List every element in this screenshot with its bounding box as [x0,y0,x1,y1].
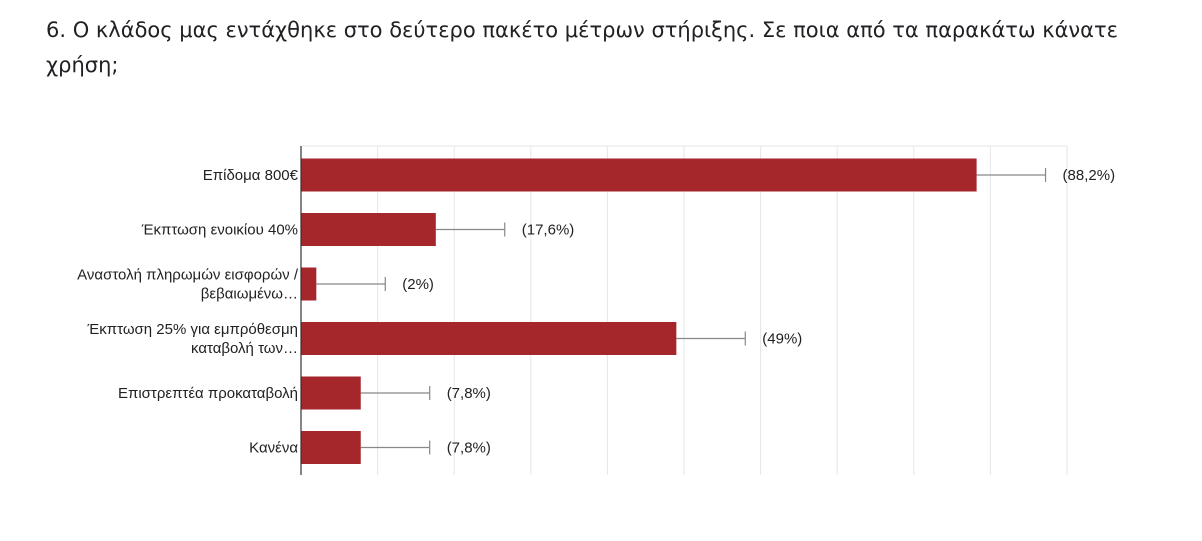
category-label: Κανένα [249,440,298,457]
value-label: (7,8%) [447,385,491,402]
category-label: Έκπτωση 25% για εμπρόθεσμη καταβολή των… [87,321,299,357]
category-label: Έκπτωση ενοικίου 40% [141,222,298,239]
category-label-line: Επίδομα 800€ [203,167,299,184]
chart-value-labels: (88,2%) (17,6%) (2%) (49%) (7,8%) (7,8%) [402,167,1115,457]
chart-error-bars [316,168,1047,455]
bar [301,267,317,301]
bar [301,213,436,246]
chart-bars [301,158,977,464]
category-label-line: Αναστολή πληρωμών εισφορών / [77,267,299,284]
category-label-line: Επιστρεπτέα προκαταβολή [118,385,298,402]
bar [301,376,361,410]
bar [301,322,677,355]
value-label: (17,6%) [522,222,575,239]
bar [301,431,361,464]
chart-gridlines [301,145,1068,475]
value-label: (7,8%) [447,440,491,457]
category-label: Επιστρεπτέα προκαταβολή [118,385,298,402]
question-title: 6. Ο κλάδος μας εντάχθηκε στο δεύτερο πα… [46,18,1118,77]
category-label: Επίδομα 800€ [203,167,299,184]
category-label-line: βεβαιωμένω… [201,286,298,303]
category-label-line: Έκπτωση ενοικίου 40% [141,222,298,239]
category-label-line: Κανένα [249,440,298,457]
category-label: Αναστολή πληρωμών εισφορών / βεβαιωμένω… [77,267,299,303]
bar [301,158,977,192]
value-label: (88,2%) [1063,167,1116,184]
value-label: (2%) [402,276,434,293]
chart-category-labels: Επίδομα 800€ Έκπτωση ενοικίου 40% Αναστολή… [77,167,299,457]
category-label-line: καταβολή των… [191,340,298,357]
category-label-line: Έκπτωση 25% για εμπρόθεσμη [87,321,299,338]
value-label: (49%) [762,331,802,348]
